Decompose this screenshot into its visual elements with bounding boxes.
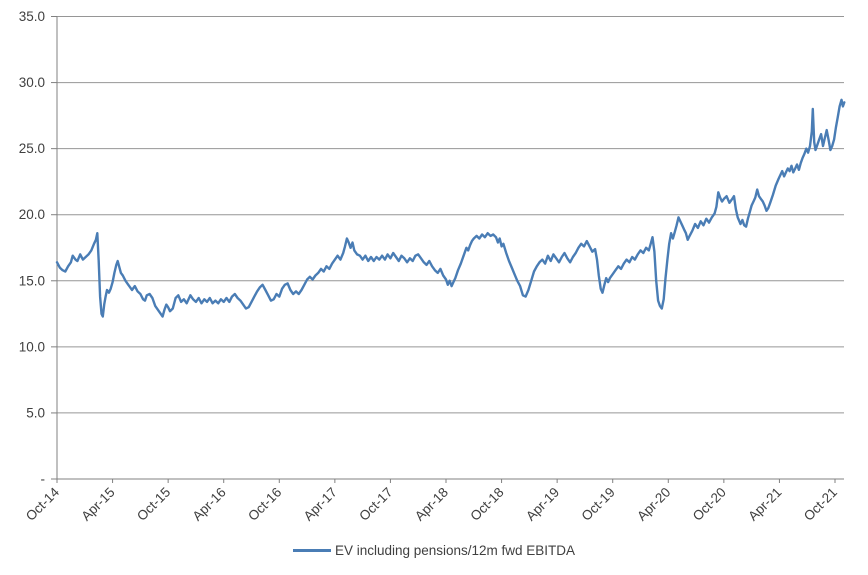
x-tick-label: Oct-16 bbox=[245, 485, 284, 524]
x-tick-label: Apr-20 bbox=[634, 485, 673, 524]
x-tick-label: Apr-15 bbox=[78, 485, 117, 524]
x-tick-label: Apr-17 bbox=[301, 485, 340, 524]
x-tick-label: Apr-18 bbox=[412, 485, 451, 524]
series-line bbox=[55, 98, 846, 318]
y-tick-label: 5.0 bbox=[26, 405, 45, 420]
y-tick-label: 10.0 bbox=[19, 339, 45, 354]
y-tick-label: 30.0 bbox=[19, 75, 45, 90]
y-tick-label: 35.0 bbox=[19, 9, 45, 24]
legend: EV including pensions/12m fwd EBITDA bbox=[0, 543, 868, 558]
x-tick-label: Oct-17 bbox=[356, 485, 395, 524]
x-tick-label: Apr-16 bbox=[190, 485, 229, 524]
y-tick-label: 15.0 bbox=[19, 273, 45, 288]
x-tick-label: Oct-14 bbox=[23, 484, 63, 524]
y-tick-label: 20.0 bbox=[19, 207, 45, 222]
x-tick-label: Oct-19 bbox=[579, 485, 618, 524]
x-tick-label: Oct-21 bbox=[801, 485, 840, 524]
x-tick-label: Apr-19 bbox=[523, 485, 562, 524]
legend-label: EV including pensions/12m fwd EBITDA bbox=[334, 543, 576, 558]
x-tick-label: Oct-18 bbox=[467, 485, 506, 524]
y-tick-label: 25.0 bbox=[19, 141, 45, 156]
legend-line-swatch bbox=[292, 549, 331, 552]
y-tick-label: - bbox=[41, 472, 46, 487]
x-tick-label: Oct-20 bbox=[690, 485, 729, 524]
x-tick-label: Apr-21 bbox=[745, 485, 784, 524]
x-tick-label: Oct-15 bbox=[134, 485, 173, 524]
